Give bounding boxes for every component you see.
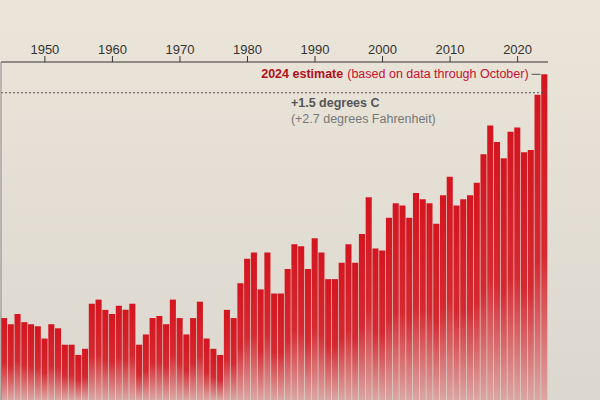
svg-text:2000: 2000 <box>368 42 397 57</box>
svg-text:1960: 1960 <box>98 42 127 57</box>
svg-text:2010: 2010 <box>436 42 465 57</box>
svg-text:1980: 1980 <box>233 42 262 57</box>
svg-text:2024 estimate(based on data th: 2024 estimate(based on data through Octo… <box>261 67 528 81</box>
svg-text:2020: 2020 <box>503 42 532 57</box>
svg-text:+1.5 degrees C: +1.5 degrees C <box>291 96 380 110</box>
svg-text:1990: 1990 <box>301 42 330 57</box>
svg-text:(+2.7 degrees Fahrenheit): (+2.7 degrees Fahrenheit) <box>291 112 436 126</box>
svg-text:1970: 1970 <box>165 42 194 57</box>
svg-text:1950: 1950 <box>30 42 59 57</box>
